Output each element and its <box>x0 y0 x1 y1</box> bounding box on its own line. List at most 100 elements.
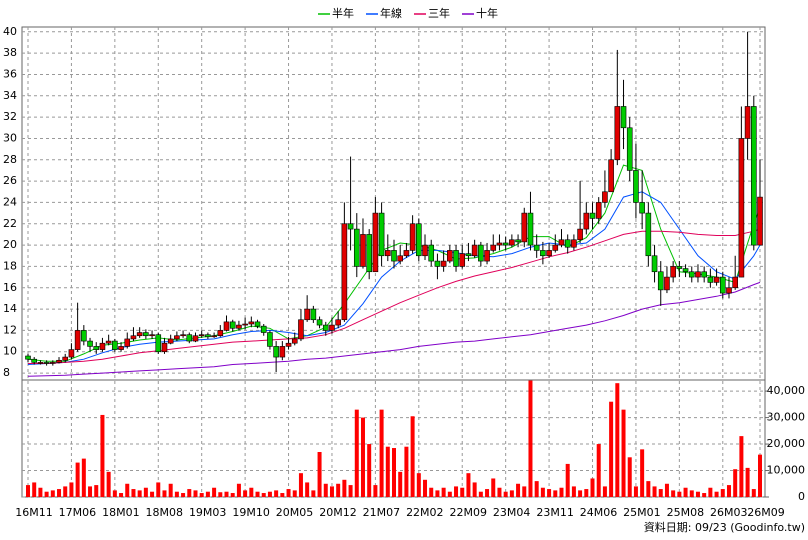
volume-bar <box>528 380 533 497</box>
x-tick-label: 22M02 <box>406 506 444 519</box>
volume-bar <box>44 491 49 497</box>
volume-bar <box>367 444 372 497</box>
volume-bar <box>516 483 521 497</box>
x-tick-label: 25M08 <box>667 506 705 519</box>
candle-body <box>285 342 292 347</box>
volume-bar <box>305 482 310 497</box>
candle-body <box>192 335 199 342</box>
volume-bar <box>156 482 161 497</box>
candle-body <box>25 355 31 360</box>
volume-bar <box>478 491 483 497</box>
volume-bar <box>57 489 62 497</box>
candle-body <box>453 250 459 267</box>
y-tick-label: 26 <box>3 174 17 187</box>
x-tick-label: 23M11 <box>536 506 574 519</box>
volume-bar <box>398 471 403 497</box>
candle-body <box>384 250 391 257</box>
volume-bar <box>466 473 471 497</box>
y-tick-label: 28 <box>3 153 17 166</box>
volume-bar <box>621 409 626 497</box>
volume-bar <box>168 483 173 497</box>
volume-bar <box>596 444 601 497</box>
volume-bar <box>392 448 396 497</box>
x-tick-label: 26M09 <box>747 506 785 519</box>
volume-bar <box>81 458 86 497</box>
candle-body <box>353 228 360 267</box>
volume-bar <box>627 457 632 497</box>
candle-body <box>713 276 720 283</box>
candle-body <box>112 340 118 350</box>
candle-body <box>322 324 329 331</box>
volume-bar <box>106 471 111 497</box>
candle-body <box>291 338 298 344</box>
x-tick-label: 18M01 <box>102 506 140 519</box>
volume-bar <box>584 489 589 497</box>
volume-bar <box>187 489 192 497</box>
volume-bar <box>38 487 43 497</box>
candle-body <box>397 255 404 262</box>
volume-bar <box>311 490 316 497</box>
volume-bar <box>224 491 229 497</box>
x-tick-label: 20M05 <box>276 506 314 519</box>
candle-body <box>571 239 577 248</box>
volume-bar <box>733 469 738 497</box>
volume-bar <box>441 487 446 497</box>
volume-bar <box>32 482 37 497</box>
x-tick-label: 21M07 <box>363 506 401 519</box>
volume-bar <box>708 487 713 497</box>
candle-body <box>515 239 521 243</box>
volume-bar <box>26 485 30 497</box>
volume-bar <box>491 478 496 497</box>
candle-body <box>732 276 738 289</box>
volume-bar <box>509 490 514 497</box>
volume-bar <box>503 491 508 497</box>
volume-bar <box>640 449 645 497</box>
candle-body <box>50 362 56 364</box>
volume-bar <box>714 491 719 497</box>
volume-bar <box>559 487 564 497</box>
y2-tick-label: 40,000 <box>767 384 806 397</box>
volume-bar <box>181 493 186 497</box>
candle-body <box>62 356 69 361</box>
y-tick-label: 16 <box>3 281 17 294</box>
candle-body <box>422 244 428 257</box>
candle-body <box>248 321 255 325</box>
volume-bar <box>677 491 682 497</box>
candle-body <box>676 266 683 269</box>
candle-body <box>757 196 763 246</box>
candle-body <box>434 260 441 267</box>
volume-bar <box>385 446 390 497</box>
candle-body <box>360 234 366 267</box>
volume-bar <box>726 485 731 497</box>
candle-body <box>347 223 354 230</box>
candle-body <box>236 324 242 329</box>
candle-body <box>509 239 515 246</box>
volume-bar <box>695 491 700 497</box>
volume-bar <box>534 481 539 497</box>
candle-body <box>267 332 273 347</box>
y-tick-label: 32 <box>3 110 17 123</box>
volume-bar <box>454 486 459 497</box>
ma-line <box>27 281 761 377</box>
volume-bar <box>615 383 620 497</box>
candle-body <box>124 338 131 347</box>
volume-bar <box>671 490 676 497</box>
candle-body <box>56 359 62 363</box>
volume-bar <box>280 493 285 497</box>
candle-body <box>620 106 627 129</box>
candle-body <box>74 330 81 350</box>
candle-body <box>279 346 286 358</box>
volume-bar <box>292 490 297 497</box>
candle-body <box>174 335 180 340</box>
candle-body <box>93 346 100 350</box>
candle-body <box>143 332 149 337</box>
candle-body <box>198 334 205 337</box>
x-tick-label: 19M03 <box>189 506 227 519</box>
y-tick-label: 24 <box>3 195 17 208</box>
volume-bar <box>205 491 210 497</box>
volume-bar <box>75 462 80 497</box>
candle-body <box>409 223 416 251</box>
volume-bar <box>137 490 142 497</box>
volume-bar <box>423 479 428 497</box>
